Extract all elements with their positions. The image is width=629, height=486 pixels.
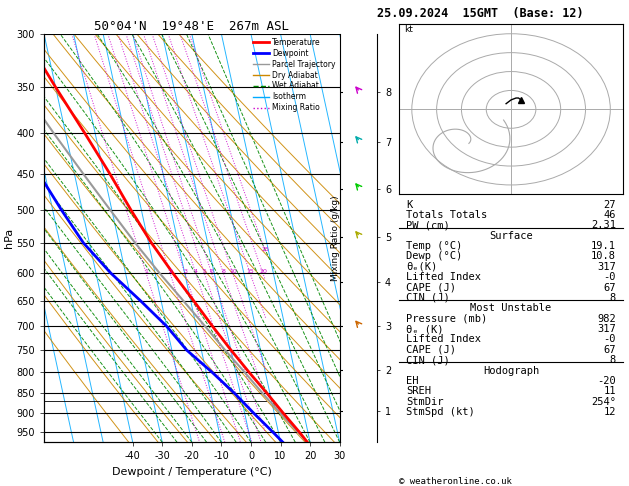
Text: 5: 5 bbox=[203, 269, 206, 274]
Text: 317: 317 bbox=[598, 262, 616, 272]
Text: EH: EH bbox=[406, 376, 419, 386]
Text: Temp (°C): Temp (°C) bbox=[406, 241, 462, 251]
Text: StmDir: StmDir bbox=[406, 397, 443, 407]
Text: 2.31: 2.31 bbox=[591, 220, 616, 230]
Title: 50°04'N  19°48'E  267m ASL: 50°04'N 19°48'E 267m ASL bbox=[94, 20, 289, 33]
Text: 19.1: 19.1 bbox=[591, 241, 616, 251]
Y-axis label: km
ASL: km ASL bbox=[359, 229, 380, 247]
Text: 2: 2 bbox=[168, 269, 172, 274]
Text: LCL: LCL bbox=[343, 397, 359, 406]
Text: 12: 12 bbox=[603, 407, 616, 417]
Text: 11: 11 bbox=[603, 386, 616, 396]
Text: 8: 8 bbox=[610, 293, 616, 303]
Text: 254°: 254° bbox=[591, 397, 616, 407]
Text: 3: 3 bbox=[183, 269, 187, 274]
Text: 982: 982 bbox=[598, 313, 616, 324]
Text: PW (cm): PW (cm) bbox=[406, 220, 450, 230]
Text: 10: 10 bbox=[229, 269, 237, 274]
Text: 10.8: 10.8 bbox=[591, 251, 616, 261]
Text: Totals Totals: Totals Totals bbox=[406, 210, 487, 220]
Text: StmSpd (kt): StmSpd (kt) bbox=[406, 407, 475, 417]
Y-axis label: Mixing Ratio (g/kg): Mixing Ratio (g/kg) bbox=[331, 195, 340, 281]
X-axis label: Dewpoint / Temperature (°C): Dewpoint / Temperature (°C) bbox=[112, 467, 272, 477]
Text: © weatheronline.co.uk: © weatheronline.co.uk bbox=[399, 477, 512, 486]
Text: CAPE (J): CAPE (J) bbox=[406, 282, 456, 293]
Legend: Temperature, Dewpoint, Parcel Trajectory, Dry Adiabat, Wet Adiabat, Isotherm, Mi: Temperature, Dewpoint, Parcel Trajectory… bbox=[253, 38, 336, 112]
Text: 25.09.2024  15GMT  (Base: 12): 25.09.2024 15GMT (Base: 12) bbox=[377, 7, 584, 20]
Text: -0: -0 bbox=[603, 334, 616, 345]
Text: 25: 25 bbox=[262, 247, 269, 252]
Text: 27: 27 bbox=[603, 200, 616, 209]
Text: CIN (J): CIN (J) bbox=[406, 293, 450, 303]
Text: 4: 4 bbox=[194, 269, 198, 274]
Text: Lifted Index: Lifted Index bbox=[406, 334, 481, 345]
Text: 15: 15 bbox=[247, 269, 254, 274]
Text: Most Unstable: Most Unstable bbox=[470, 303, 552, 313]
Text: θₑ(K): θₑ(K) bbox=[406, 262, 437, 272]
Text: Surface: Surface bbox=[489, 231, 533, 241]
Text: CIN (J): CIN (J) bbox=[406, 355, 450, 365]
Text: 67: 67 bbox=[603, 282, 616, 293]
Text: -0: -0 bbox=[603, 272, 616, 282]
Text: 8: 8 bbox=[221, 269, 225, 274]
Text: 1: 1 bbox=[144, 269, 148, 274]
Text: 6: 6 bbox=[210, 269, 214, 274]
Text: Pressure (mb): Pressure (mb) bbox=[406, 313, 487, 324]
Text: kt: kt bbox=[404, 25, 413, 34]
Text: θₑ (K): θₑ (K) bbox=[406, 324, 443, 334]
Text: 67: 67 bbox=[603, 345, 616, 355]
Y-axis label: hPa: hPa bbox=[4, 228, 14, 248]
Text: Hodograph: Hodograph bbox=[483, 365, 539, 376]
Text: 46: 46 bbox=[603, 210, 616, 220]
Text: K: K bbox=[406, 200, 413, 209]
Text: 317: 317 bbox=[598, 324, 616, 334]
Text: SREH: SREH bbox=[406, 386, 431, 396]
Text: Lifted Index: Lifted Index bbox=[406, 272, 481, 282]
Text: 8: 8 bbox=[610, 355, 616, 365]
Text: -20: -20 bbox=[598, 376, 616, 386]
Text: 20: 20 bbox=[259, 269, 267, 274]
Text: Dewp (°C): Dewp (°C) bbox=[406, 251, 462, 261]
Text: CAPE (J): CAPE (J) bbox=[406, 345, 456, 355]
